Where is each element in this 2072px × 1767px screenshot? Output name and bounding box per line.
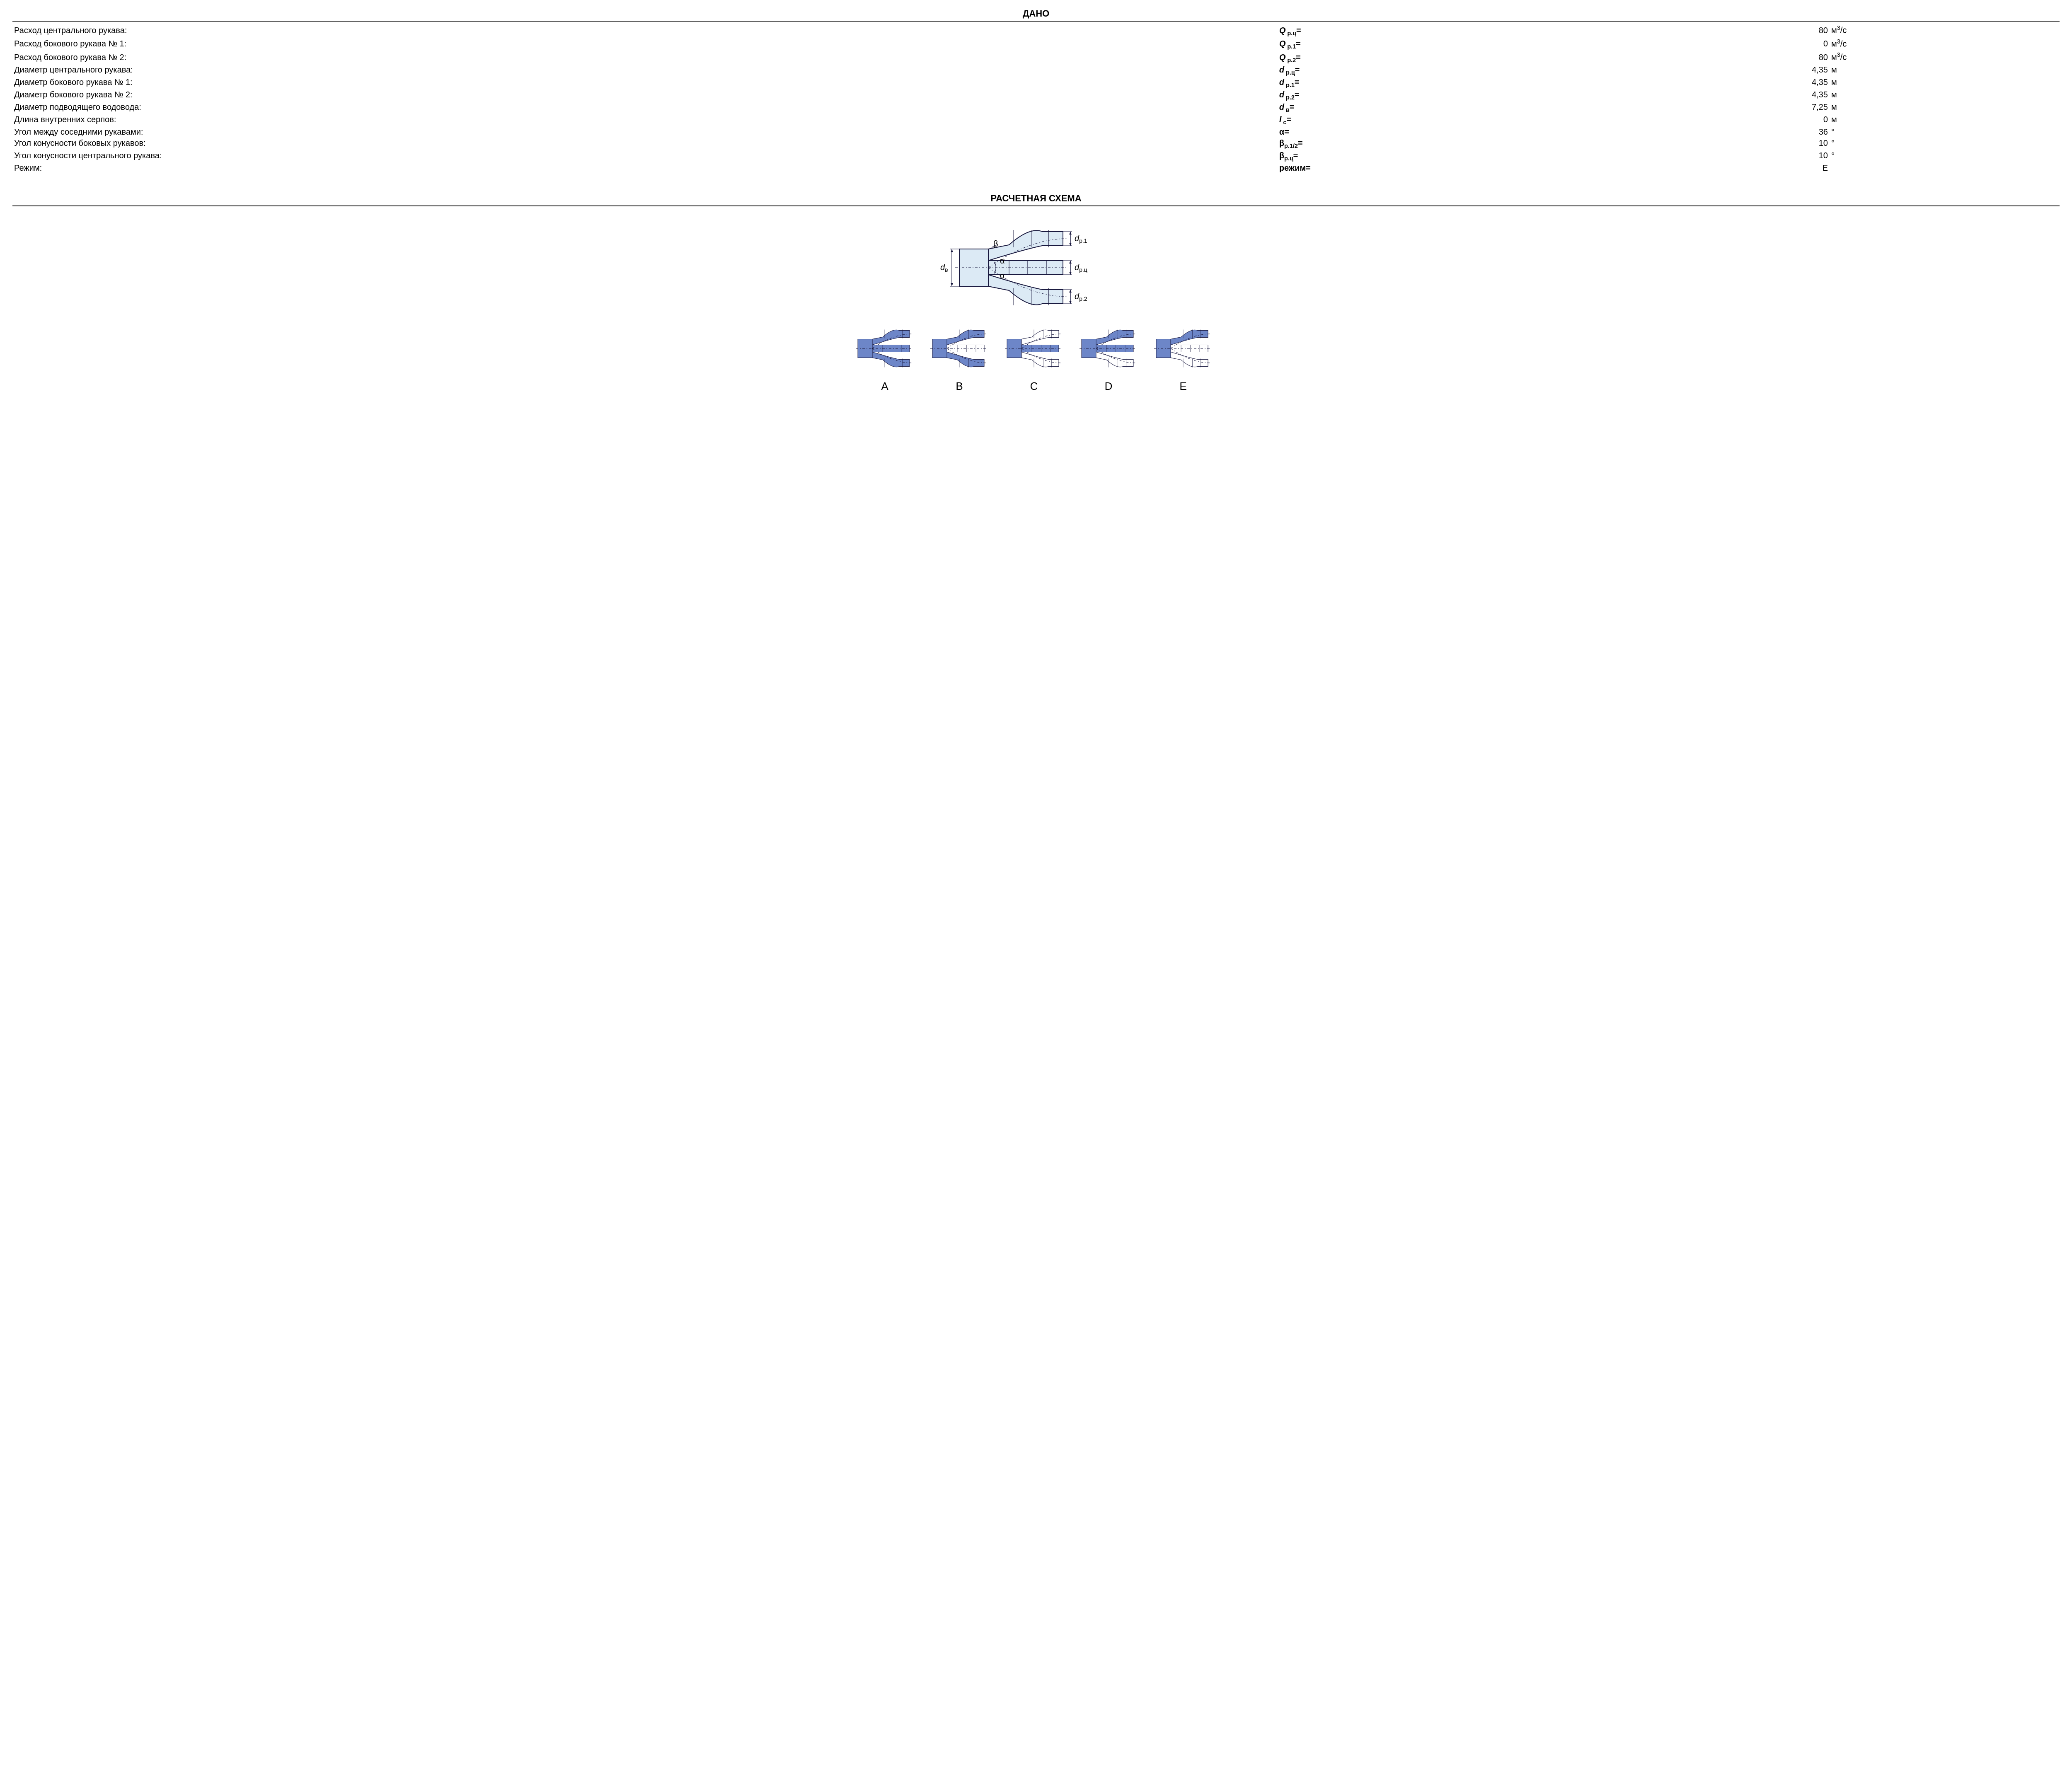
svg-text:α: α xyxy=(1000,271,1005,280)
param-unit: ° xyxy=(1830,138,2060,150)
param-value: 0 xyxy=(1554,114,1830,127)
param-desc: Расход бокового рукава № 2: xyxy=(12,51,1278,65)
table-row: Расход бокового рукава № 1:Q р.1=0м3/с xyxy=(12,38,2060,51)
param-unit: ° xyxy=(1830,150,2060,163)
param-unit: м xyxy=(1830,89,2060,102)
param-desc: Расход бокового рукава № 1: xyxy=(12,38,1278,51)
table-row: Диаметр бокового рукава № 1:d р.1=4,35м xyxy=(12,77,2060,89)
section-title-scheme: РАСЧЕТНАЯ СХЕМА xyxy=(12,193,2060,205)
svg-text:dр.ц: dр.ц xyxy=(1075,263,1087,273)
param-desc: Диаметр бокового рукава № 2: xyxy=(12,89,1278,102)
table-row: Длина внутренних серпов:l с=0м xyxy=(12,114,2060,127)
param-symbol: Q р.2= xyxy=(1278,51,1554,65)
divider-given xyxy=(12,21,2060,22)
param-unit: м xyxy=(1830,77,2060,89)
param-symbol: d р.ц= xyxy=(1278,65,1554,77)
param-unit: м xyxy=(1830,65,2060,77)
param-symbol: Q р.1= xyxy=(1278,38,1554,51)
given-table: Расход центрального рукава:Q р.ц=80м3/сР… xyxy=(12,24,2060,174)
main-manifold-diagram: dвdр.1dр.цdр.2ααβ xyxy=(920,214,1152,321)
svg-text:β: β xyxy=(993,239,998,249)
param-desc: Расход центрального рукава: xyxy=(12,24,1278,38)
svg-text:A: A xyxy=(881,380,888,392)
param-value: 4,35 xyxy=(1554,65,1830,77)
param-symbol: d р.1= xyxy=(1278,77,1554,89)
param-unit xyxy=(1830,163,2060,174)
table-row: Угол конусности центрального рукава:βр.ц… xyxy=(12,150,2060,163)
table-row: Угол между соседними рукавами:α=36° xyxy=(12,127,2060,138)
svg-text:dр.1: dр.1 xyxy=(1075,234,1087,244)
param-desc: Диаметр бокового рукава № 1: xyxy=(12,77,1278,89)
param-symbol: α= xyxy=(1278,127,1554,138)
divider-scheme xyxy=(12,205,2060,206)
table-row: Расход центрального рукава:Q р.ц=80м3/с xyxy=(12,24,2060,38)
param-desc: Угол между соседними рукавами: xyxy=(12,127,1278,138)
param-desc: Длина внутренних серпов: xyxy=(12,114,1278,127)
table-row: Угол конусности боковых рукавов:βр.1/2=1… xyxy=(12,138,2060,150)
table-row: Диаметр подводящего водовода:d в=7,25м xyxy=(12,102,2060,114)
param-value: 36 xyxy=(1554,127,1830,138)
param-symbol: l с= xyxy=(1278,114,1554,127)
param-unit: м3/с xyxy=(1830,24,2060,38)
param-symbol: βр.1/2= xyxy=(1278,138,1554,150)
param-value: 4,35 xyxy=(1554,77,1830,89)
param-desc: Диаметр подводящего водовода: xyxy=(12,102,1278,114)
param-unit: м3/с xyxy=(1830,38,2060,51)
svg-text:D: D xyxy=(1105,380,1113,392)
param-symbol: Q р.ц= xyxy=(1278,24,1554,38)
svg-text:dв: dв xyxy=(940,263,948,273)
table-row: Диаметр бокового рукава № 2:d р.2=4,35м xyxy=(12,89,2060,102)
param-value: 10 xyxy=(1554,150,1830,163)
param-unit: м xyxy=(1830,114,2060,127)
param-desc: Угол конусности боковых рукавов: xyxy=(12,138,1278,150)
param-symbol: d в= xyxy=(1278,102,1554,114)
svg-text:dр.2: dр.2 xyxy=(1075,292,1087,302)
param-desc: Угол конусности центрального рукава: xyxy=(12,150,1278,163)
table-row: Диаметр центрального рукава:d р.ц=4,35м xyxy=(12,65,2060,77)
param-unit: м3/с xyxy=(1830,51,2060,65)
param-value: E xyxy=(1554,163,1830,174)
table-row: Режим:режим=E xyxy=(12,163,2060,174)
svg-text:B: B xyxy=(956,380,963,392)
variant-row-diagram: A B C D E xyxy=(850,321,1222,396)
param-desc: Режим: xyxy=(12,163,1278,174)
svg-text:E: E xyxy=(1179,380,1186,392)
section-title-given: ДАНО xyxy=(12,8,2060,21)
param-value: 80 xyxy=(1554,51,1830,65)
svg-text:α: α xyxy=(1000,256,1005,266)
param-value: 80 xyxy=(1554,24,1830,38)
param-desc: Диаметр центрального рукава: xyxy=(12,65,1278,77)
param-unit: м xyxy=(1830,102,2060,114)
svg-text:C: C xyxy=(1030,380,1038,392)
param-symbol: режим= xyxy=(1278,163,1554,174)
param-symbol: d р.2= xyxy=(1278,89,1554,102)
param-symbol: βр.ц= xyxy=(1278,150,1554,163)
param-value: 7,25 xyxy=(1554,102,1830,114)
diagram-container: dвdр.1dр.цdр.2ααβ ABCDE xyxy=(12,214,2060,396)
table-row: Расход бокового рукава № 2:Q р.2=80м3/с xyxy=(12,51,2060,65)
param-value: 0 xyxy=(1554,38,1830,51)
param-unit: ° xyxy=(1830,127,2060,138)
param-value: 10 xyxy=(1554,138,1830,150)
param-value: 4,35 xyxy=(1554,89,1830,102)
